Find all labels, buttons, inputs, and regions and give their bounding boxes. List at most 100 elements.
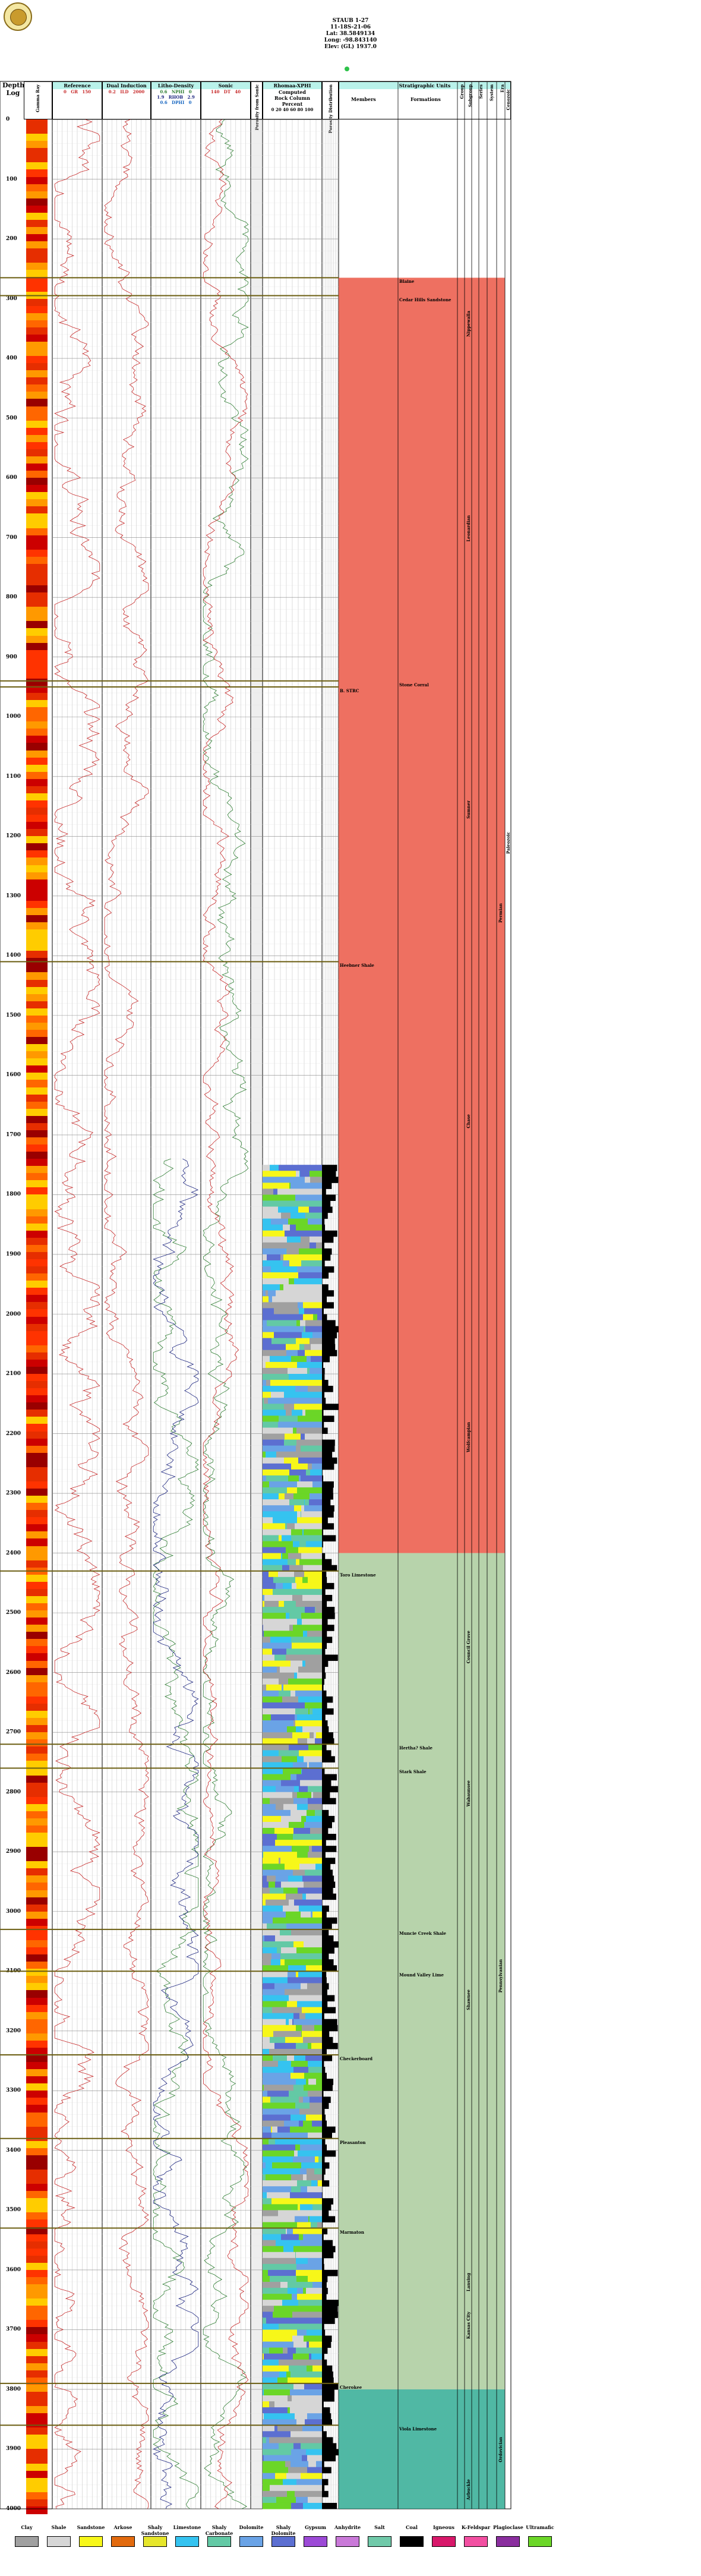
- rock-column-cell: [306, 2449, 322, 2456]
- porosity-bar: [322, 1834, 336, 1840]
- rock-column-cell: [263, 1499, 289, 1506]
- rock-column-cell: [300, 1917, 322, 1924]
- gamma-color-band: [26, 671, 48, 679]
- rock-column-cell: [263, 2085, 264, 2091]
- porosity-bar: [322, 1774, 337, 1781]
- rock-column-cell: [294, 2144, 295, 2151]
- gamma-color-band: [26, 2291, 48, 2300]
- gamma-color-band: [26, 384, 48, 393]
- rock-column-cell: [294, 2150, 298, 2157]
- rock-column-cell: [298, 1547, 322, 1554]
- rock-column-cell: [277, 2425, 302, 2432]
- rock-column-cell: [296, 1427, 322, 1434]
- rock-column-cell: [263, 1326, 285, 1333]
- rock-column-cell: [316, 2079, 322, 2085]
- rock-column-cell: [263, 1858, 279, 1864]
- rock-column-cell: [307, 2168, 314, 2175]
- gamma-color-band: [26, 298, 48, 307]
- rock-column-cell: [263, 1171, 296, 1177]
- rock-column-cell: [263, 2502, 266, 2509]
- rock-column-cell: [299, 1308, 304, 1314]
- gamma-color-band: [26, 972, 48, 980]
- rock-column-cell: [312, 2120, 322, 2127]
- porosity-bar: [322, 1278, 323, 1285]
- rock-column-cell: [311, 1792, 313, 1799]
- depth-tick-label: 3700: [6, 2326, 21, 2333]
- gamma-color-band: [26, 800, 48, 809]
- rock-column-cell: [295, 1708, 308, 1715]
- rock-column-cell: [280, 1840, 299, 1846]
- rock-column-cell: [263, 1355, 270, 1363]
- rock-column-cell: [306, 1541, 307, 1548]
- rock-column-cell: [312, 1911, 322, 1918]
- porosity-bar: [322, 1684, 324, 1691]
- rock-column-cell: [263, 1511, 297, 1518]
- rock-column-cell: [287, 2001, 297, 2008]
- rock-column-cell: [291, 1535, 292, 1541]
- gamma-color-band: [26, 1531, 48, 1540]
- gamma-color-band: [26, 1065, 48, 1074]
- rock-column-cell: [263, 1947, 277, 1954]
- rock-column-cell: [263, 2192, 267, 2199]
- rock-column-cell: [275, 2473, 286, 2480]
- porosity-bar: [322, 1613, 335, 1619]
- porosity-bar: [322, 1535, 336, 1541]
- rock-column-cell: [308, 2461, 316, 2468]
- rock-column-cell: [266, 1361, 297, 1369]
- rock-column-cell: [287, 1236, 301, 1243]
- rock-column-cell: [299, 1463, 308, 1470]
- rock-column-cell: [290, 2073, 304, 2079]
- gamma-color-band: [26, 270, 48, 278]
- porosity-bar: [322, 1803, 323, 1811]
- gamma-color-band: [26, 1489, 48, 1497]
- rock-column-cell: [308, 2216, 310, 2222]
- rock-column-cell: [303, 2120, 312, 2127]
- rock-column-cell: [263, 1983, 274, 1989]
- rock-column-cell: [283, 1582, 292, 1590]
- porosity-bar: [322, 1272, 329, 1279]
- rock-column-cell: [305, 1212, 306, 1219]
- porosity-bar: [322, 1284, 329, 1291]
- rock-column-cell: [307, 1809, 315, 1817]
- rock-column-cell: [288, 2288, 297, 2294]
- rock-column-cell: [286, 2473, 301, 2480]
- porosity-bar: [322, 1923, 332, 1930]
- depth-tick-label: 3900: [6, 2446, 21, 2452]
- rock-column-cell: [263, 1792, 292, 1799]
- rock-column-cell: [270, 1165, 279, 1171]
- rock-column-cell: [314, 1732, 316, 1739]
- rock-column-cell: [263, 2455, 264, 2462]
- rock-column-cell: [281, 1553, 282, 1560]
- porosity-bar: [322, 1427, 328, 1434]
- porosity-bar: [322, 1188, 326, 1195]
- rock-column-cell: [307, 1631, 322, 1637]
- rock-column-cell: [312, 2025, 314, 2032]
- rock-column-cell: [303, 2502, 322, 2509]
- porosity-bar: [322, 1230, 337, 1237]
- rock-column-cell: [286, 1648, 322, 1655]
- rock-column-cell: [299, 1780, 300, 1787]
- rock-column-cell: [286, 2371, 290, 2378]
- rock-column-cell: [309, 2353, 311, 2360]
- gamma-color-band: [26, 1883, 48, 1891]
- rock-column-cell: [316, 2461, 322, 2468]
- rock-column-cell: [302, 2425, 322, 2432]
- porosity-bar: [322, 1236, 334, 1243]
- rock-column-cell: [271, 1392, 284, 1398]
- gamma-color-band: [26, 1610, 48, 1619]
- system-band: [339, 2389, 505, 2509]
- porosity-bar: [322, 1565, 337, 1572]
- rock-column-cell: [279, 1415, 298, 1422]
- rock-column-cell: [296, 1947, 322, 1954]
- porosity-bar: [322, 1660, 329, 1667]
- porosity-bar: [322, 1410, 324, 1416]
- rock-column-cell: [317, 1314, 322, 1321]
- gamma-color-band: [26, 499, 48, 507]
- gamma-color-band: [26, 1022, 48, 1030]
- rock-column-cell: [263, 1690, 279, 1697]
- rock-column-cell: [263, 2473, 275, 2480]
- rock-column-cell: [310, 1708, 312, 1715]
- rock-column-cell: [296, 1726, 302, 1733]
- gamma-color-band: [26, 456, 48, 465]
- gamma-color-band: [26, 1187, 48, 1196]
